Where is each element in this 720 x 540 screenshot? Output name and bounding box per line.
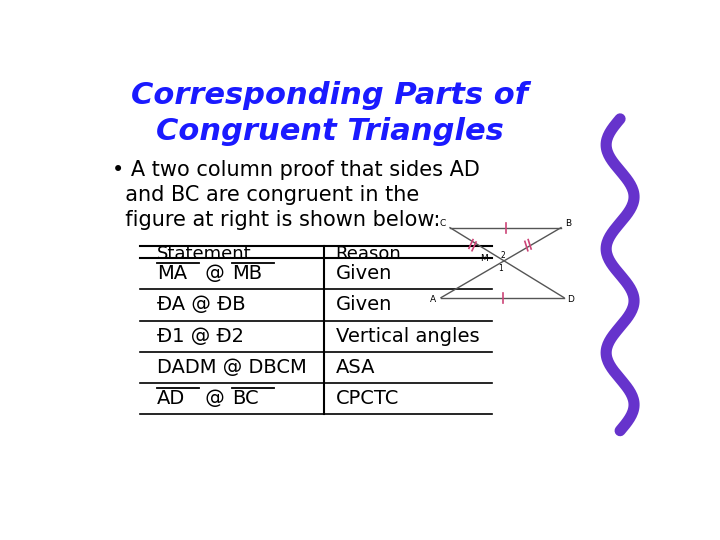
Text: Statement: Statement — [157, 245, 251, 263]
Text: B: B — [565, 219, 572, 228]
Text: and BC are congruent in the: and BC are congruent in the — [112, 185, 420, 205]
Text: Given: Given — [336, 264, 392, 284]
Text: @: @ — [199, 264, 231, 284]
Text: AD: AD — [157, 389, 185, 408]
Text: @: @ — [199, 389, 231, 408]
Text: ASA: ASA — [336, 358, 375, 377]
Text: • A two column proof that sides AD: • A two column proof that sides AD — [112, 160, 480, 180]
Text: A: A — [431, 295, 436, 305]
Text: MB: MB — [233, 264, 262, 284]
Text: BC: BC — [233, 389, 259, 408]
Text: C: C — [439, 219, 446, 228]
Text: Vertical angles: Vertical angles — [336, 327, 479, 346]
Text: Given: Given — [336, 295, 392, 314]
Text: 1: 1 — [498, 264, 503, 273]
Text: Congruent Triangles: Congruent Triangles — [156, 117, 504, 146]
Text: 2: 2 — [500, 251, 505, 260]
Text: CPCTC: CPCTC — [336, 389, 399, 408]
Text: MA: MA — [157, 264, 187, 284]
Text: DADM @ DBCM: DADM @ DBCM — [157, 358, 307, 377]
Text: M: M — [480, 254, 487, 263]
Text: ĐA @ ĐB: ĐA @ ĐB — [157, 295, 246, 314]
Text: figure at right is shown below:: figure at right is shown below: — [112, 210, 441, 231]
Text: Đ1 @ Đ2: Đ1 @ Đ2 — [157, 327, 244, 346]
Text: Corresponding Parts of: Corresponding Parts of — [132, 82, 528, 111]
Text: Reason: Reason — [336, 245, 401, 263]
Text: D: D — [567, 295, 575, 305]
